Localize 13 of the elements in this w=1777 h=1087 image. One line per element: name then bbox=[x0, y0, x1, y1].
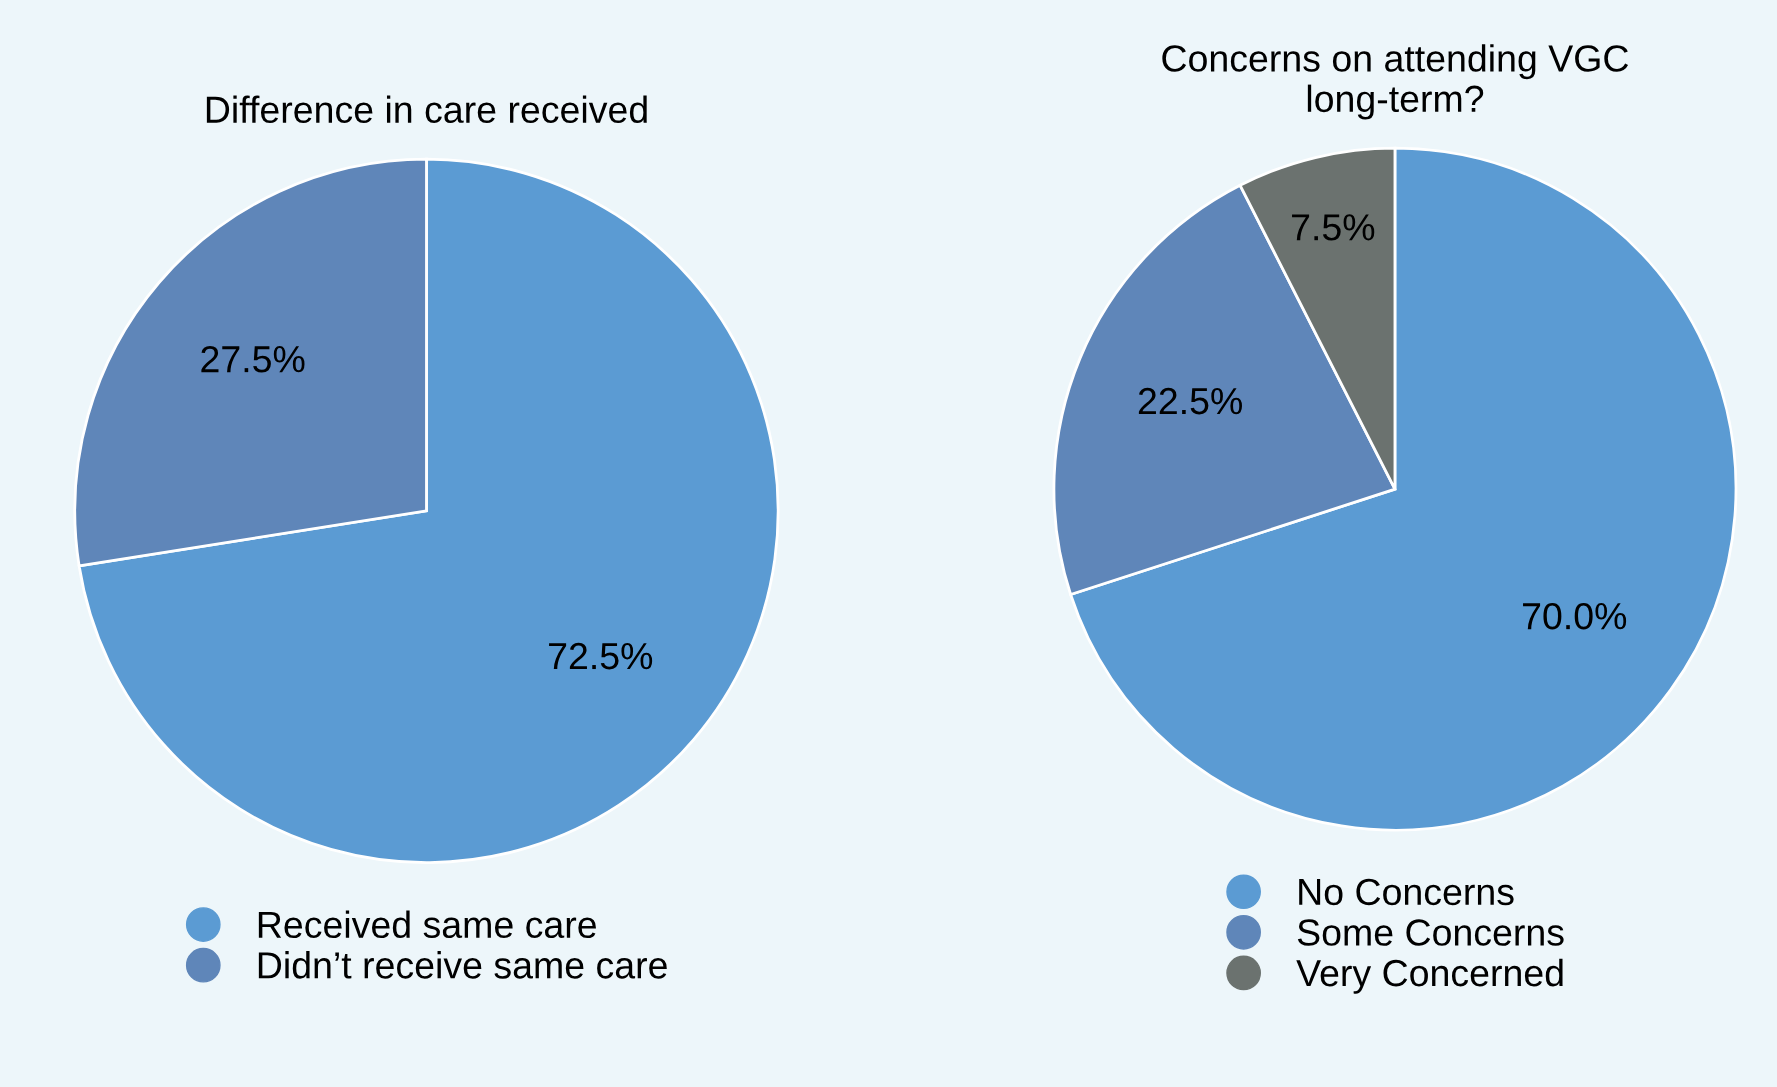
data-label: 22.5% bbox=[1138, 387, 1242, 415]
legend-label: Received same care bbox=[258, 910, 596, 939]
data-label: 72.5% bbox=[549, 642, 653, 670]
data-label: 7.5% bbox=[1292, 214, 1375, 241]
legend-label: Very Concerned bbox=[1296, 958, 1563, 994]
legend-label: Didn’t receive same care bbox=[258, 951, 667, 979]
legend-label: No Concerns bbox=[1299, 878, 1514, 906]
pie-slice bbox=[77, 157, 780, 864]
chart-title: Concerns on attending VGC long-term? bbox=[1162, 44, 1629, 120]
data-label: 27.5% bbox=[201, 345, 305, 373]
chart-title: Difference in care received bbox=[206, 95, 647, 124]
legend-label: Some Concerns bbox=[1297, 919, 1564, 946]
data-label: 70.0% bbox=[1523, 602, 1627, 630]
